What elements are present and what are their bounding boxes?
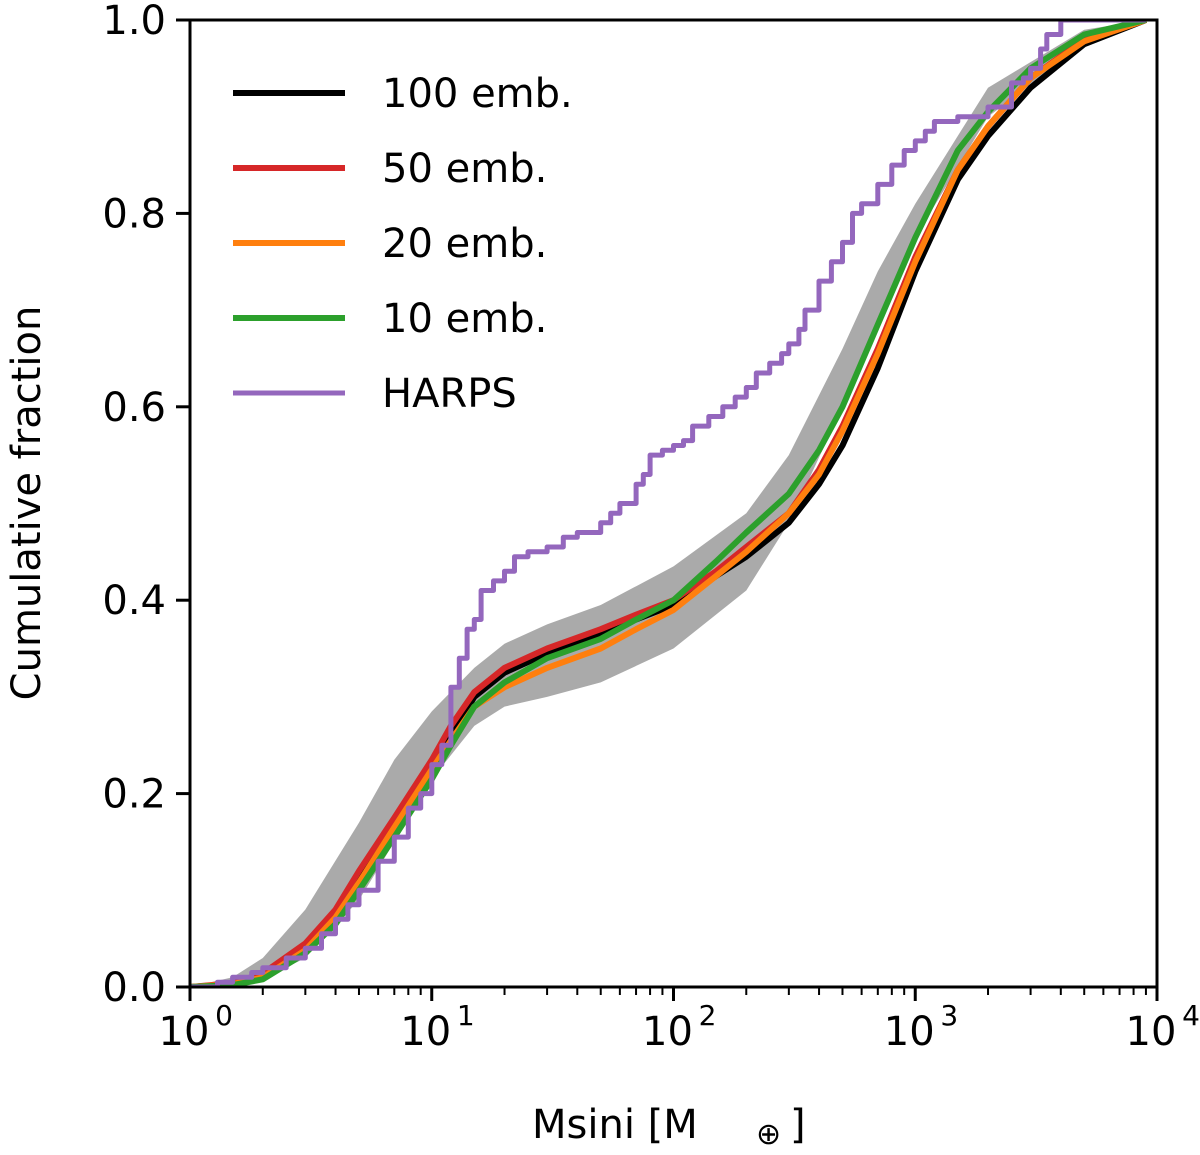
x-tick-label-exponent: 4 [1182,999,1200,1032]
x-tick-label-exponent: 2 [699,999,717,1032]
x-axis-label: Msini [M ⊕ ] [532,1102,806,1152]
series-line-10-emb [190,20,1147,987]
axes-layer: 10 0 10 1 10 2 10 3 10 40.00.20.40.60.81.0 [102,0,1200,1055]
uncertainty-band [190,20,1146,987]
legend-label: 100 emb. [382,71,573,117]
x-tick-label: 10 [884,1009,935,1055]
x-tick-label: 10 [1126,1009,1177,1055]
x-tick-label-exponent: 3 [940,999,958,1032]
legend-label: 50 emb. [382,146,547,192]
x-tick-label: 10 [400,1009,451,1055]
y-tick-label: 1.0 [102,0,166,44]
y-tick-label: 0.4 [102,578,166,624]
series-line-20-emb [190,20,1147,987]
series-line-harps [190,20,1146,987]
plot-layer [190,20,1147,987]
y-tick-label: 0.2 [102,772,166,818]
x-tick-label-exponent: 0 [215,999,233,1032]
legend-label: HARPS [382,371,517,417]
x-tick-label-exponent: 1 [457,999,475,1032]
y-tick-label: 0.0 [102,965,166,1011]
x-tick-label: 10 [642,1009,693,1055]
y-axis-label: Cumulative fraction [4,306,50,701]
x-axis-label-text: Msini [M [532,1102,698,1148]
legend-label: 20 emb. [382,221,547,267]
y-tick-label: 0.6 [102,385,166,431]
y-tick-label: 0.8 [102,191,166,237]
x-axis-label-close: ] [790,1102,806,1148]
legend-label: 10 emb. [382,296,547,342]
x-axis-label-earth-symbol: ⊕ [756,1117,781,1150]
legend: 100 emb. 50 emb. 20 emb. 10 emb. HARPS [233,71,573,417]
plot-area [190,20,1147,987]
x-tick-label: 10 [159,1009,210,1055]
